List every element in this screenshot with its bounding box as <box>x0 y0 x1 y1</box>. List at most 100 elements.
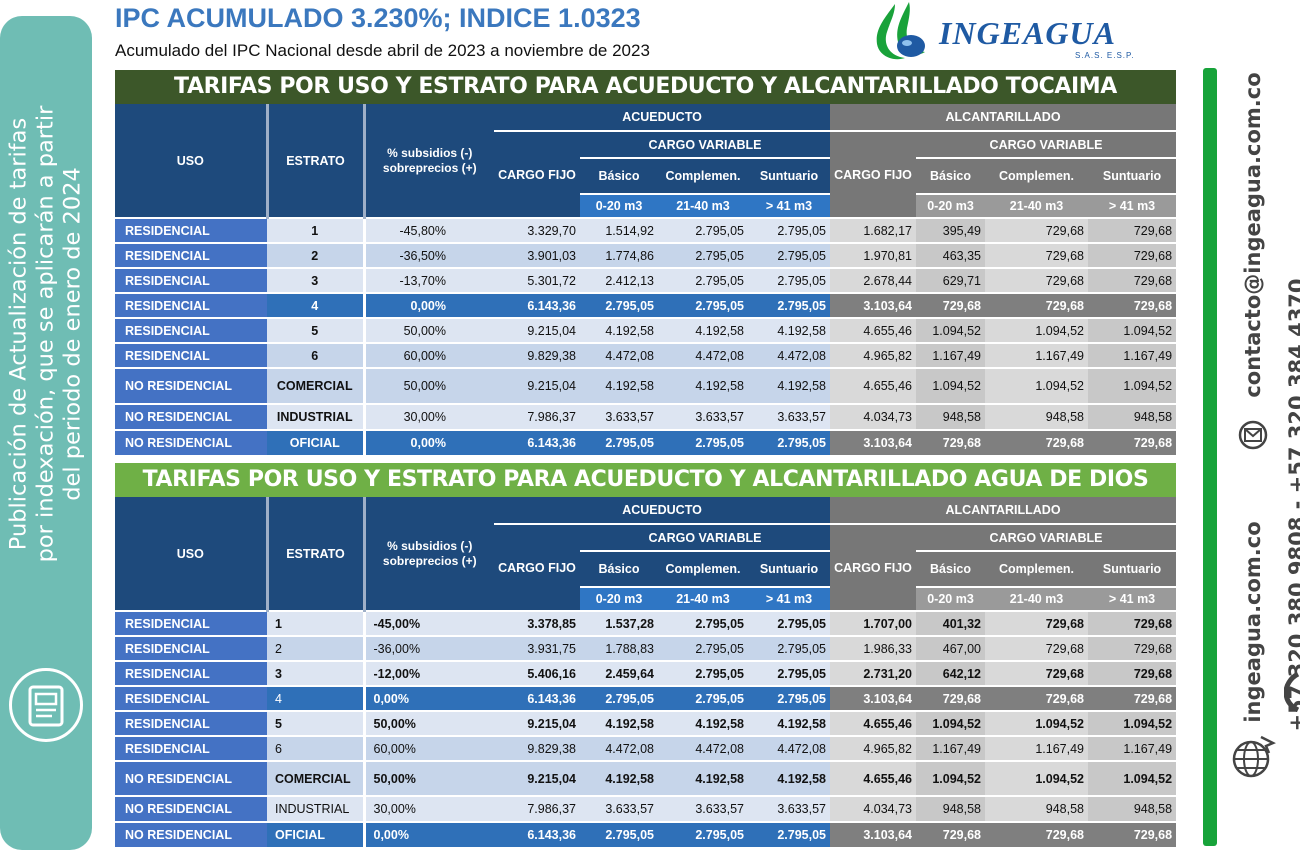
cell-basico-acueducto: 4.472,08 <box>580 343 658 369</box>
cell-basico-acueducto: 1.537,28 <box>580 611 658 637</box>
header-estrato: ESTRATO <box>267 497 366 612</box>
cell-subsidio: 50,00% <box>364 711 494 737</box>
cell-complemen-alcantarillado: 729,68 <box>985 822 1089 849</box>
cell-complemen-acueducto: 4.192,58 <box>658 318 748 344</box>
cell-complemen-acueducto: 4.192,58 <box>658 368 748 405</box>
table-row: RESIDENCIAL 6 60,00% 9.829,38 4.472,08 4.472,… <box>115 343 1177 369</box>
cell-complemen-acueducto: 2.795,05 <box>658 661 748 687</box>
cell-suntuario-acueducto: 2.795,05 <box>748 686 831 712</box>
cell-suntuario-acueducto: 3.633,57 <box>748 796 831 823</box>
cell-uso: RESIDENCIAL <box>115 293 267 319</box>
cell-uso: RESIDENCIAL <box>115 243 267 269</box>
cell-uso: RESIDENCIAL <box>115 736 267 762</box>
cell-complemen-alcantarillado: 1.167,49 <box>985 736 1089 762</box>
cell-basico-acueducto: 1.788,83 <box>580 636 658 662</box>
cell-uso: NO RESIDENCIAL <box>115 761 267 797</box>
table-row: RESIDENCIAL 3 -12,00% 5.406,16 2.459,64 2.795… <box>115 661 1177 687</box>
cell-complemen-acueducto: 4.192,58 <box>658 711 748 737</box>
cell-estrato: 5 <box>267 318 366 344</box>
cell-suntuario-alcantarillado: 948,58 <box>1088 796 1177 823</box>
cell-cargo-fijo-alcantarillado: 3.103,64 <box>830 430 917 457</box>
header-cargo-variable-alcantarillado: CARGO VARIABLE <box>916 524 1177 552</box>
side-divider-bar <box>1203 68 1217 846</box>
table-row: RESIDENCIAL 2 -36,00% 3.931,75 1.788,83 2.795… <box>115 636 1177 662</box>
globe-icon <box>1232 735 1276 778</box>
table-row: RESIDENCIAL 1 -45,80% 3.329,70 1.514,92 2.795… <box>115 218 1177 244</box>
header-suntuario: Suntuario <box>1088 158 1177 195</box>
side-panel-text: Publicación de Actualización de tarifas … <box>6 84 87 584</box>
contact-email[interactable]: contacto@ingeagua.com.co <box>1241 72 1265 398</box>
cell-uso: RESIDENCIAL <box>115 611 267 637</box>
header-cargo-variable-acueducto: CARGO VARIABLE <box>580 131 831 159</box>
cell-subsidio: -36,00% <box>364 636 494 662</box>
cell-suntuario-alcantarillado: 729,68 <box>1088 686 1177 712</box>
cell-subsidio: -36,50% <box>364 243 494 269</box>
cell-uso: NO RESIDENCIAL <box>115 822 267 849</box>
cell-complemen-alcantarillado: 948,58 <box>985 796 1089 823</box>
cell-estrato: 5 <box>267 711 366 737</box>
cell-cargo-fijo-acueducto: 3.931,75 <box>494 636 580 662</box>
cell-complemen-acueducto: 2.795,05 <box>658 243 748 269</box>
cell-uso: NO RESIDENCIAL <box>115 430 267 457</box>
cell-cargo-fijo-acueducto: 9.215,04 <box>494 318 580 344</box>
cell-cargo-fijo-alcantarillado: 2.678,44 <box>830 268 917 294</box>
cell-subsidio: 0,00% <box>364 822 494 849</box>
cell-basico-alcantarillado: 948,58 <box>916 404 986 431</box>
side-panel-line: Publicación de Actualización de tarifas <box>5 117 32 551</box>
cell-basico-acueducto: 4.192,58 <box>580 761 658 797</box>
page-title: IPC ACUMULADO 3.230%; INDICE 1.0323 <box>115 3 641 33</box>
cell-complemen-alcantarillado: 1.094,52 <box>985 368 1089 405</box>
cell-cargo-fijo-acueducto: 3.378,85 <box>494 611 580 637</box>
cell-cargo-fijo-acueducto: 9.829,38 <box>494 343 580 369</box>
cell-subsidio: 50,00% <box>364 318 494 344</box>
cell-cargo-fijo-acueducto: 9.215,04 <box>494 711 580 737</box>
cell-complemen-acueducto: 2.795,05 <box>658 268 748 294</box>
cell-suntuario-acueducto: 2.795,05 <box>748 430 831 457</box>
cell-complemen-acueducto: 3.633,57 <box>658 796 748 823</box>
cell-basico-alcantarillado: 729,68 <box>916 686 986 712</box>
cell-cargo-fijo-acueducto: 9.215,04 <box>494 761 580 797</box>
cell-basico-alcantarillado: 1.167,49 <box>916 736 986 762</box>
table-row: NO RESIDENCIAL OFICIAL 0,00% 6.143,36 2.795,… <box>115 430 1177 457</box>
table-row: RESIDENCIAL 4 0,00% 6.143,36 2.795,05 2.795,0… <box>115 686 1177 712</box>
cell-suntuario-alcantarillado: 729,68 <box>1088 611 1177 637</box>
cell-complemen-acueducto: 2.795,05 <box>658 611 748 637</box>
page-subtitle: Acumulado del IPC Nacional desde abril d… <box>115 41 650 60</box>
cell-basico-alcantarillado: 1.094,52 <box>916 761 986 797</box>
cell-suntuario-alcantarillado: 729,68 <box>1088 636 1177 662</box>
cell-subsidio: 60,00% <box>364 736 494 762</box>
cell-complemen-alcantarillado: 729,68 <box>985 268 1089 294</box>
cell-complemen-alcantarillado: 729,68 <box>985 636 1089 662</box>
tarifas-table-tocaima: USO ESTRATO % subsidios (-) sobreprecios… <box>115 104 1177 457</box>
cell-basico-alcantarillado: 729,68 <box>916 293 986 319</box>
cell-uso: NO RESIDENCIAL <box>115 404 267 431</box>
cell-cargo-fijo-alcantarillado: 4.965,82 <box>830 736 917 762</box>
cell-cargo-fijo-acueducto: 9.215,04 <box>494 368 580 405</box>
cell-cargo-fijo-alcantarillado: 3.103,64 <box>830 293 917 319</box>
cell-basico-acueducto: 4.472,08 <box>580 736 658 762</box>
cell-subsidio: -45,00% <box>364 611 494 637</box>
cell-uso: NO RESIDENCIAL <box>115 796 267 823</box>
cell-basico-acueducto: 2.795,05 <box>580 686 658 712</box>
contact-phones: +57 320 380 9808 - +57 320 384 4370 <box>1285 278 1300 732</box>
header-basico: Básico <box>916 551 986 588</box>
table-row: NO RESIDENCIAL COMERCIAL 50,00% 9.215,04 4.1… <box>115 761 1177 797</box>
cell-uso: RESIDENCIAL <box>115 686 267 712</box>
header-subsidios: % subsidios (-) sobreprecios (+) <box>364 497 494 612</box>
table-row: RESIDENCIAL 2 -36,50% 3.901,03 1.774,86 2.795… <box>115 243 1177 269</box>
cell-complemen-alcantarillado: 729,68 <box>985 611 1089 637</box>
document-icon <box>9 668 83 742</box>
cell-basico-acueducto: 2.795,05 <box>580 293 658 319</box>
cell-cargo-fijo-alcantarillado: 4.655,46 <box>830 711 917 737</box>
header-acueducto: ACUEDUCTO <box>494 104 831 132</box>
cell-uso: RESIDENCIAL <box>115 318 267 344</box>
cell-subsidio: 50,00% <box>364 761 494 797</box>
cell-suntuario-alcantarillado: 729,68 <box>1088 268 1177 294</box>
cell-basico-acueducto: 2.412,13 <box>580 268 658 294</box>
contact-website[interactable]: ingeagua.com.co <box>1241 521 1265 723</box>
cell-suntuario-alcantarillado: 1.094,52 <box>1088 761 1177 797</box>
company-logo: INGEAGUA S.A.S. E.S.P. <box>865 0 1155 64</box>
cell-basico-alcantarillado: 1.167,49 <box>916 343 986 369</box>
header-estrato: ESTRATO <box>267 104 366 219</box>
cell-basico-acueducto: 2.795,05 <box>580 822 658 849</box>
